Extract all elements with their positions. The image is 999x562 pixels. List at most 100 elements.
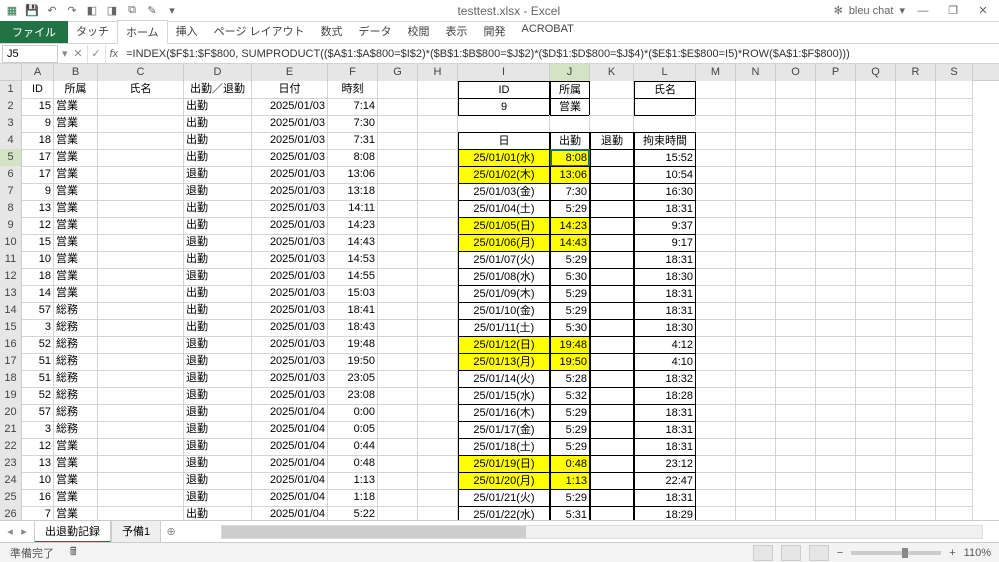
cell-I15[interactable]: 25/01/11(土) [458, 319, 550, 337]
cell-N13[interactable] [736, 285, 776, 303]
cell-N24[interactable] [736, 472, 776, 490]
cell-D5[interactable]: 出勤 [184, 149, 252, 167]
cell-R20[interactable] [896, 404, 936, 422]
sheet-tab-1[interactable]: 予備1 [111, 521, 161, 543]
cell-P9[interactable] [816, 217, 856, 235]
cell-I8[interactable]: 25/01/04(土) [458, 200, 550, 218]
cell-B7[interactable]: 営業 [54, 183, 98, 201]
cell-Q6[interactable] [856, 166, 896, 184]
qat-icon-2[interactable]: ◨ [104, 3, 120, 19]
cell-H25[interactable] [418, 489, 458, 507]
cell-D12[interactable]: 退勤 [184, 268, 252, 286]
cell-G14[interactable] [378, 302, 418, 320]
cell-O16[interactable] [776, 336, 816, 354]
cancel-icon[interactable]: ✕ [70, 45, 88, 63]
cell-J17[interactable]: 19:50 [550, 353, 590, 371]
cell-I16[interactable]: 25/01/12(日) [458, 336, 550, 354]
cell-F13[interactable]: 15:03 [328, 285, 378, 303]
cell-E13[interactable]: 2025/01/03 [252, 285, 328, 303]
cell-E16[interactable]: 2025/01/03 [252, 336, 328, 354]
cell-F25[interactable]: 1:18 [328, 489, 378, 507]
cell-R12[interactable] [896, 268, 936, 286]
cell-F14[interactable]: 18:41 [328, 302, 378, 320]
cell-P17[interactable] [816, 353, 856, 371]
cell-S4[interactable] [936, 132, 973, 150]
cell-S11[interactable] [936, 251, 973, 269]
cell-N21[interactable] [736, 421, 776, 439]
cell-K18[interactable] [590, 370, 634, 388]
cell-N6[interactable] [736, 166, 776, 184]
cell-O19[interactable] [776, 387, 816, 405]
cell-E5[interactable]: 2025/01/03 [252, 149, 328, 167]
cell-O1[interactable] [776, 81, 816, 99]
cell-J18[interactable]: 5:28 [550, 370, 590, 388]
cell-P7[interactable] [816, 183, 856, 201]
cell-Q13[interactable] [856, 285, 896, 303]
cell-C8[interactable] [98, 200, 184, 218]
cell-R10[interactable] [896, 234, 936, 252]
col-header-P[interactable]: P [816, 64, 856, 81]
cell-D1[interactable]: 出勤／退勤 [184, 81, 252, 99]
row-header-5[interactable]: 5 [0, 149, 22, 167]
zoom-slider-thumb[interactable] [902, 548, 908, 558]
cell-Q8[interactable] [856, 200, 896, 218]
cell-M12[interactable] [696, 268, 736, 286]
cell-A7[interactable]: 9 [22, 183, 54, 201]
qat-icon-4[interactable]: ✎ [144, 3, 160, 19]
cell-O24[interactable] [776, 472, 816, 490]
cell-I19[interactable]: 25/01/15(水) [458, 387, 550, 405]
col-header-S[interactable]: S [936, 64, 973, 81]
cell-M13[interactable] [696, 285, 736, 303]
cell-S16[interactable] [936, 336, 973, 354]
cell-C24[interactable] [98, 472, 184, 490]
cell-B16[interactable]: 総務 [54, 336, 98, 354]
cell-A9[interactable]: 12 [22, 217, 54, 235]
cell-I24[interactable]: 25/01/20(月) [458, 472, 550, 490]
col-header-E[interactable]: E [252, 64, 328, 81]
cell-H7[interactable] [418, 183, 458, 201]
cell-A18[interactable]: 51 [22, 370, 54, 388]
cell-C9[interactable] [98, 217, 184, 235]
cell-I14[interactable]: 25/01/10(金) [458, 302, 550, 320]
cell-R18[interactable] [896, 370, 936, 388]
cell-D23[interactable]: 退勤 [184, 455, 252, 473]
cell-H1[interactable] [418, 81, 458, 99]
cell-L9[interactable]: 9:37 [634, 217, 696, 235]
cell-R9[interactable] [896, 217, 936, 235]
cell-A5[interactable]: 17 [22, 149, 54, 167]
cell-M20[interactable] [696, 404, 736, 422]
row-header-17[interactable]: 17 [0, 353, 22, 371]
cell-Q9[interactable] [856, 217, 896, 235]
cell-L14[interactable]: 18:31 [634, 302, 696, 320]
cell-J11[interactable]: 5:29 [550, 251, 590, 269]
row-header-7[interactable]: 7 [0, 183, 22, 201]
cell-F11[interactable]: 14:53 [328, 251, 378, 269]
col-header-L[interactable]: L [634, 64, 696, 81]
cell-A15[interactable]: 3 [22, 319, 54, 337]
cell-Q4[interactable] [856, 132, 896, 150]
cell-A23[interactable]: 13 [22, 455, 54, 473]
cell-M1[interactable] [696, 81, 736, 99]
cell-J10[interactable]: 14:43 [550, 234, 590, 252]
cell-S14[interactable] [936, 302, 973, 320]
col-header-O[interactable]: O [776, 64, 816, 81]
cell-C7[interactable] [98, 183, 184, 201]
cell-F17[interactable]: 19:50 [328, 353, 378, 371]
cell-L20[interactable]: 18:31 [634, 404, 696, 422]
row-header-25[interactable]: 25 [0, 489, 22, 507]
cell-H19[interactable] [418, 387, 458, 405]
cell-G7[interactable] [378, 183, 418, 201]
cell-J3[interactable] [550, 115, 590, 133]
cell-L13[interactable]: 18:31 [634, 285, 696, 303]
cell-Q23[interactable] [856, 455, 896, 473]
cell-P18[interactable] [816, 370, 856, 388]
cell-S25[interactable] [936, 489, 973, 507]
cell-K6[interactable] [590, 166, 634, 184]
cell-N16[interactable] [736, 336, 776, 354]
cell-G2[interactable] [378, 98, 418, 116]
cell-E18[interactable]: 2025/01/03 [252, 370, 328, 388]
cell-A25[interactable]: 16 [22, 489, 54, 507]
row-header-12[interactable]: 12 [0, 268, 22, 286]
cell-G22[interactable] [378, 438, 418, 456]
row-header-3[interactable]: 3 [0, 115, 22, 133]
